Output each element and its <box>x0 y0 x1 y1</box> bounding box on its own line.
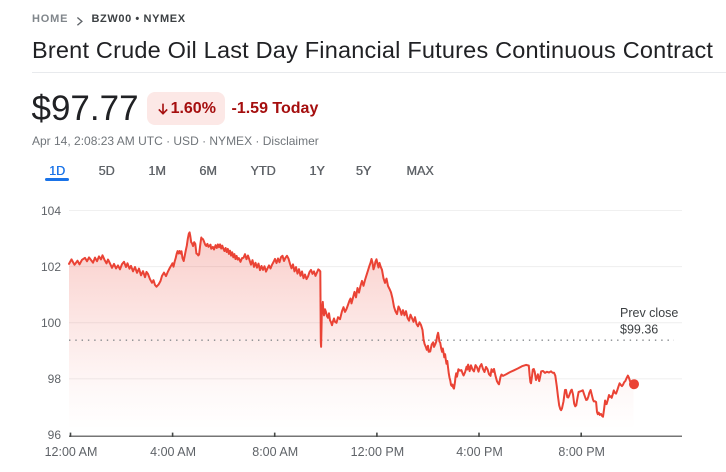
svg-text:100: 100 <box>41 316 61 330</box>
svg-text:Prev close: Prev close <box>620 306 678 320</box>
svg-text:8:00 AM: 8:00 AM <box>252 445 298 459</box>
svg-text:12:00 PM: 12:00 PM <box>351 445 405 459</box>
svg-text:12:00 AM: 12:00 AM <box>45 445 98 459</box>
svg-text:104: 104 <box>41 204 61 218</box>
svg-text:102: 102 <box>41 260 61 274</box>
svg-text:8:00 PM: 8:00 PM <box>558 445 605 459</box>
svg-text:4:00 PM: 4:00 PM <box>456 445 503 459</box>
svg-text:98: 98 <box>48 372 62 386</box>
svg-text:96: 96 <box>48 428 62 442</box>
svg-text:4:00 AM: 4:00 AM <box>150 445 196 459</box>
svg-text:$99.36: $99.36 <box>620 323 658 337</box>
